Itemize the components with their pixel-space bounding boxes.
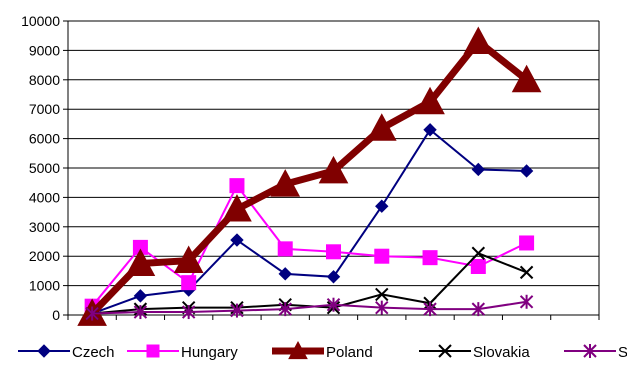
data-point [85, 306, 99, 321]
data-point [423, 123, 437, 137]
data-point [326, 270, 341, 284]
data-point [230, 233, 244, 247]
y-tick-label: 2000 [29, 248, 60, 264]
data-point [326, 297, 341, 312]
data-point [583, 344, 597, 358]
data-point [277, 241, 293, 257]
data-point-stroke [519, 265, 534, 280]
legend-item-poland: Poland [272, 340, 373, 361]
legend-label: Hungary [181, 344, 238, 361]
data-point [146, 344, 160, 358]
y-tick-label: 3000 [29, 219, 60, 235]
series-poland [77, 26, 542, 326]
legend: Czech Hungary Poland Slovakia S [18, 340, 627, 361]
data-point [375, 199, 389, 213]
data-point [37, 344, 51, 358]
data-point [374, 248, 390, 264]
series-line [91, 183, 528, 307]
data-point [375, 300, 389, 315]
data-point [230, 303, 244, 318]
data-point [463, 26, 494, 54]
data-point [423, 302, 437, 317]
y-tick-label: 0 [52, 307, 60, 323]
legend-item-slovakia: Slovakia [419, 344, 530, 361]
y-tick-label: 1000 [29, 278, 60, 294]
legend-label: S [618, 344, 627, 361]
data-point [519, 265, 534, 280]
series-czech [85, 123, 534, 321]
data-point [511, 64, 542, 93]
y-tick-label: 8000 [29, 72, 60, 88]
data-point [366, 113, 397, 141]
data-point [288, 340, 308, 360]
data-point [471, 162, 486, 177]
y-tick-label: 7000 [29, 101, 60, 117]
data-point [519, 164, 534, 178]
data-point [270, 169, 301, 197]
data-point [125, 248, 156, 276]
series-line [89, 36, 529, 316]
axes [63, 20, 600, 320]
data-point [519, 235, 535, 251]
data-point [438, 344, 452, 358]
data-point [278, 302, 292, 317]
y-tick-label: 6000 [29, 131, 60, 147]
data-point [470, 258, 486, 274]
data-point [133, 305, 148, 320]
data-point [181, 275, 197, 291]
data-point [173, 245, 204, 274]
series-line [92, 300, 527, 315]
data-point [375, 287, 389, 302]
data-point [229, 178, 245, 194]
legend-label: Slovakia [473, 344, 530, 361]
y-tick-label: 4000 [29, 189, 60, 205]
data-point [181, 305, 196, 320]
data-point [222, 194, 252, 222]
data-point-stroke [375, 287, 389, 302]
legend-label: Czech [72, 344, 115, 361]
data-point [133, 289, 148, 303]
data-point-stroke [438, 344, 452, 358]
series-hungary [84, 178, 535, 314]
data-point [318, 155, 349, 184]
y-tick-labels: 0 1000 2000 3000 4000 5000 6000 7000 8000 9000 100… [21, 13, 60, 323]
data-point [422, 250, 438, 266]
y-tick-label: 5000 [29, 160, 60, 176]
series-s [85, 294, 534, 321]
data-point [519, 294, 534, 309]
data-point [471, 246, 486, 260]
data-point [278, 267, 292, 281]
y-tick-label: 9000 [29, 42, 60, 58]
data-point [471, 302, 486, 317]
data-point [326, 244, 341, 260]
series-line [91, 128, 527, 315]
legend-label: Poland [326, 344, 373, 361]
data-point [415, 86, 445, 115]
y-tick-label: 10000 [21, 13, 60, 29]
legend-item-hungary: Hungary [127, 344, 238, 361]
legend-item-s: S [564, 344, 627, 361]
legend-item-czech: Czech [18, 344, 115, 361]
series-group [77, 26, 542, 326]
data-point-stroke [471, 246, 486, 260]
